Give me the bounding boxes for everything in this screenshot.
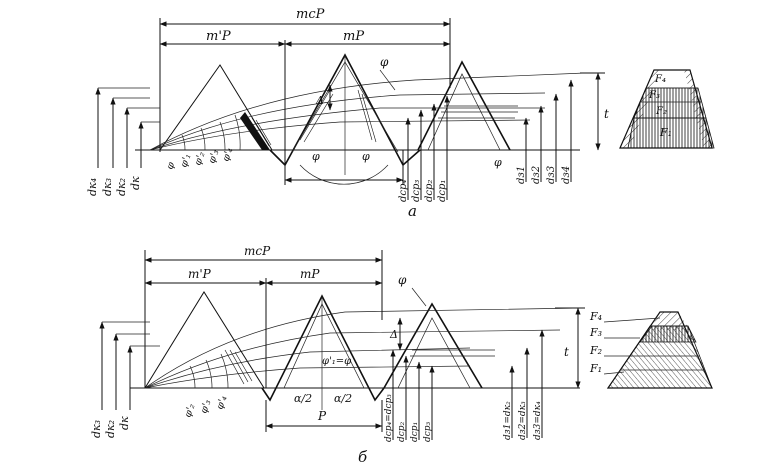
label-left-a: m'P — [206, 29, 231, 44]
mid-diam-2-a: dср₂ — [424, 180, 435, 202]
height-b: t — [564, 345, 569, 359]
right-diam-3-b: dз3=dк₄ — [533, 401, 543, 440]
figure-b: mсP m'P mP α/2 α/2 φ'₁=φ P Δ φ t — [99, 244, 713, 466]
mid-diam-4-a: dср₄ — [398, 180, 409, 202]
angle-3-b: φ'₃ — [198, 398, 213, 415]
left-diam-2-b: dк₂ — [104, 420, 117, 438]
zone-f1-b: F₁ — [589, 362, 602, 375]
mid-diam-3-b: dср₃ — [423, 421, 433, 442]
angle-center-left-a: φ — [312, 150, 320, 163]
right-diam-1-a: dз1 — [516, 166, 527, 184]
mid-diam-eq-b: dср₄=dср₃ — [384, 394, 394, 442]
angle-2-a: φ'₂ — [192, 150, 207, 167]
figure-a: mсP m'P mP φ φ Δ φ φ t — [95, 7, 715, 220]
zone-f2-b: F₂ — [589, 344, 602, 357]
height-a: t — [604, 107, 609, 121]
angle-2-b: φ'₂ — [182, 402, 197, 419]
slope-a: φ — [380, 55, 389, 69]
zone-f3-a: F₃ — [648, 90, 660, 101]
mid-diam-1-a: dср₁ — [437, 180, 448, 202]
profile-right-b — [383, 302, 483, 389]
left-diameters-a — [95, 87, 160, 168]
label-total-b: mсP — [244, 244, 271, 258]
mid-diam-3-a: dср₃ — [411, 180, 422, 202]
mid-diam-2-b: dср₂ — [397, 421, 407, 442]
left-diam-4-a: dк₄ — [86, 178, 99, 196]
right-diameters-a — [523, 79, 574, 182]
left-diam-3-b: dк₃ — [90, 420, 103, 438]
right-diameters-b — [509, 329, 545, 438]
pitch-b: P — [317, 409, 327, 423]
zone-f4-a: F₄ — [654, 74, 666, 85]
zone-f4-b: F₄ — [589, 310, 602, 323]
phi-b: φ — [398, 273, 407, 287]
caption-b: б — [358, 448, 368, 466]
angle-phi-a: φ — [164, 161, 177, 171]
profile-left-b — [144, 291, 265, 389]
zone-f2-a: F₂ — [655, 106, 667, 117]
caption-a: а — [408, 202, 417, 220]
mid-diam-1-b: dср₁ — [410, 422, 420, 442]
right-diam-2-b: dз2=dк₃ — [518, 401, 528, 440]
angle-4-a: φ'₄ — [220, 146, 235, 163]
left-diam-3-a: dк₃ — [101, 178, 114, 196]
angle-eq-b: φ'₁=φ — [322, 356, 351, 367]
label-left-b: m'P — [188, 267, 212, 281]
profile-left-a — [159, 64, 273, 151]
left-diam-2-a: dк₂ — [115, 178, 128, 196]
zone-f3-b: F₃ — [589, 326, 602, 339]
right-diam-4-a: dз4 — [561, 166, 572, 184]
half-angle-left-b: α/2 — [294, 392, 312, 405]
zones-profile-b — [606, 311, 713, 389]
delta-a: Δ — [315, 94, 324, 107]
angle-3-a: φ'₃ — [206, 148, 221, 165]
mid-diameters-b — [390, 349, 435, 440]
angle-4-b: φ'₄ — [214, 394, 229, 411]
right-diam-3-a: dз3 — [546, 166, 557, 184]
right-diam-2-a: dз2 — [531, 166, 542, 184]
angle-center-right-a: φ — [362, 150, 370, 163]
left-diam-1-a: dк — [129, 176, 142, 190]
left-diameters-b — [99, 321, 160, 410]
mid-diameters-a — [405, 95, 450, 200]
label-total-a: mсP — [296, 7, 325, 22]
angle-1-a: φ'₁ — [178, 152, 193, 169]
zones-profile-a — [619, 69, 715, 149]
left-diam-1-b: dк — [118, 416, 131, 430]
right-diam-1-b: dз1=dк₂ — [503, 401, 513, 440]
zone-f1-a: F₁ — [659, 126, 672, 139]
label-right-a: mP — [343, 29, 364, 44]
label-right-b: mP — [300, 267, 320, 281]
half-angle-right-b: α/2 — [334, 392, 352, 405]
delta-b: Δ — [389, 328, 398, 341]
chip-angle-a: φ — [494, 156, 502, 169]
